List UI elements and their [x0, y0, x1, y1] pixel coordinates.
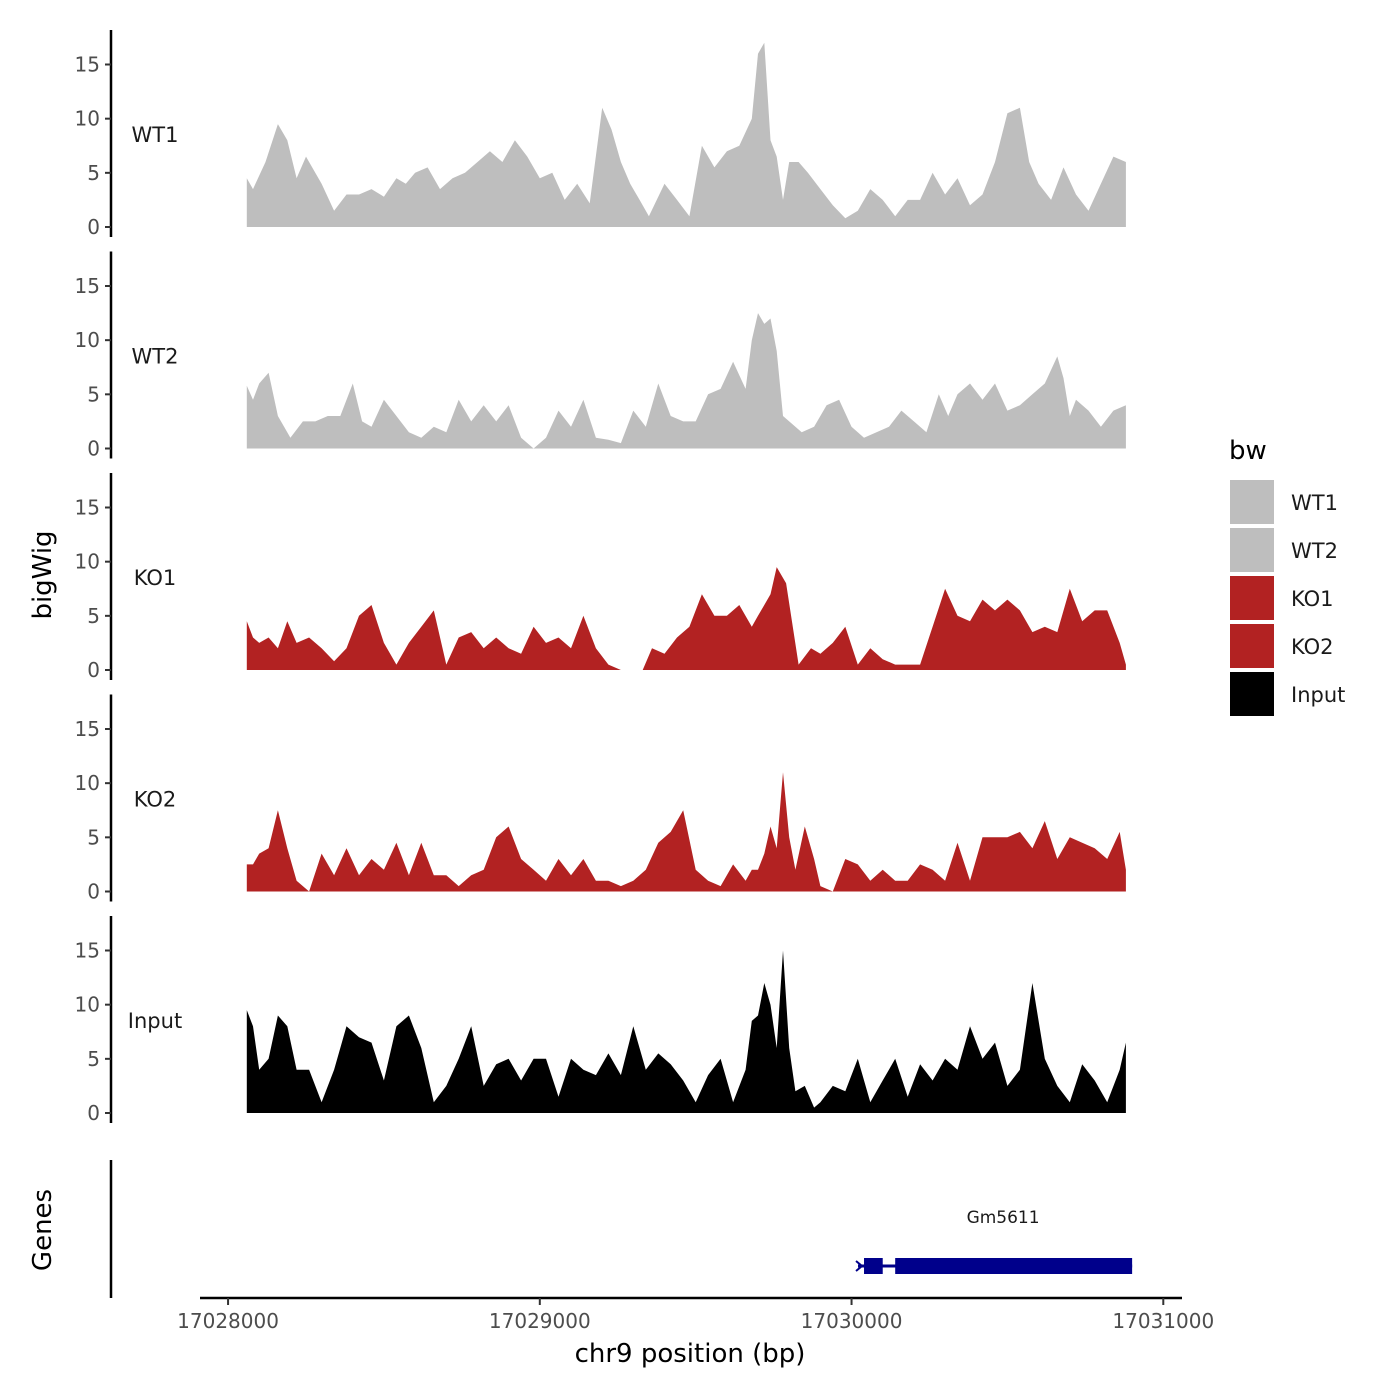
y-tick-label: 5	[87, 161, 100, 185]
legend-key-ko2	[1230, 624, 1274, 668]
y-tick-label: 15	[75, 53, 100, 77]
legend-label: KO1	[1291, 587, 1334, 611]
area-ko1	[246, 567, 1126, 670]
x-axis: 17028000 17029000 17030000 17031000	[177, 1296, 1214, 1333]
legend-key-ko1	[1230, 576, 1274, 620]
track-wt1: 0 5 10 15 WT1	[75, 30, 1126, 239]
y-tick-label: 0	[87, 658, 100, 682]
y-tick-label: 0	[87, 1101, 100, 1125]
x-tick-label: 17029000	[489, 1309, 591, 1333]
legend-label: WT2	[1291, 539, 1338, 563]
y-tick-label: 5	[87, 1047, 100, 1071]
y-tick-label: 10	[75, 328, 100, 352]
y-tick-label: 0	[87, 880, 100, 904]
track-label: Input	[128, 1009, 182, 1033]
y-tick-label: 0	[87, 437, 100, 461]
y-tick-label: 5	[87, 382, 100, 406]
legend-key-wt2	[1230, 528, 1274, 572]
track-label: KO2	[134, 788, 177, 812]
x-tick-label: 17031000	[1112, 1309, 1214, 1333]
gene-model: Gm5611	[855, 1208, 1133, 1274]
y-tick-label: 10	[75, 993, 100, 1017]
x-tick-label: 17028000	[177, 1309, 279, 1333]
y-axis-title: bigWig	[28, 530, 58, 619]
track-ko2: 0 5 10 15 KO2	[75, 694, 1126, 904]
gene-exon	[864, 1258, 883, 1274]
legend-label: WT1	[1291, 491, 1338, 515]
y-tick-label: 10	[75, 550, 100, 574]
track-label: WT2	[132, 345, 179, 369]
legend-label: KO2	[1291, 635, 1334, 659]
gene-label: Gm5611	[967, 1208, 1040, 1228]
y-tick-label: 15	[75, 496, 100, 520]
y-tick-label: 5	[87, 604, 100, 628]
legend-label: Input	[1291, 683, 1345, 707]
legend-key-input	[1230, 672, 1274, 716]
gene-strand-arrow	[855, 1260, 864, 1272]
y-tick-label: 15	[75, 717, 100, 741]
y-tick-label: 15	[75, 939, 100, 963]
y-tick-label: 15	[75, 274, 100, 298]
track-wt2: 0 5 10 15 WT2	[75, 251, 1126, 461]
gene-exon	[895, 1258, 1133, 1274]
area-input	[246, 950, 1126, 1113]
track-input: 0 5 10 15 Input	[75, 916, 1126, 1125]
track-panels: 0 5 10 15 WT1 0 5 10 15 WT2 0 5 10 15 KO1 0 5 10 15 KO2 0 5 10…	[75, 30, 1126, 1125]
y-tick-label: 0	[87, 215, 100, 239]
area-wt2	[246, 313, 1126, 449]
genes-panel: Genes Gm5611	[28, 1160, 1133, 1298]
y-tick-label: 5	[87, 825, 100, 849]
legend-key-wt1	[1230, 480, 1274, 524]
track-label: WT1	[132, 123, 179, 147]
track-label: KO1	[134, 566, 177, 590]
x-axis-title: chr9 position (bp)	[575, 1339, 806, 1369]
genes-axis-title: Genes	[28, 1189, 58, 1271]
area-ko2	[246, 772, 1126, 892]
y-tick-label: 10	[75, 107, 100, 131]
area-wt1	[246, 42, 1126, 227]
y-tick-label: 10	[75, 771, 100, 795]
legend: bw WT1 WT2 KO1 KO2 Input	[1229, 436, 1345, 716]
x-tick-label: 17030000	[801, 1309, 903, 1333]
track-ko1: 0 5 10 15 KO1	[75, 473, 1126, 682]
legend-title: bw	[1229, 436, 1267, 466]
